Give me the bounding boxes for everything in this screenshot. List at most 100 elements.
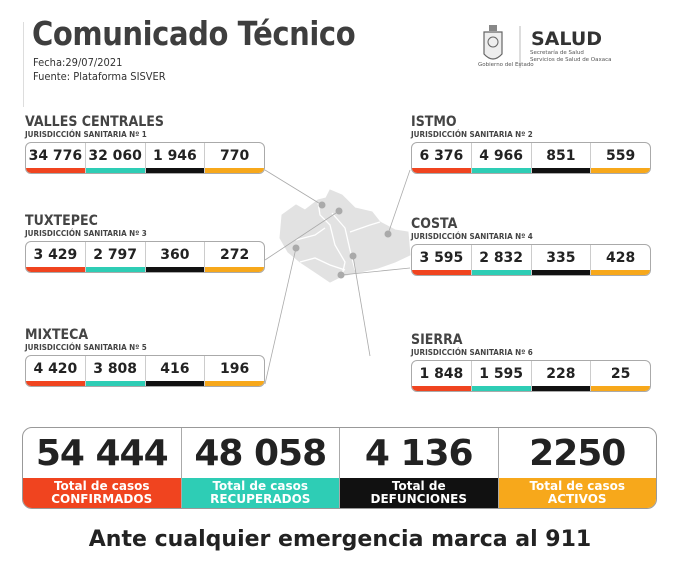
stat-value: 2 797 [93,246,138,263]
date-label: Fecha:29/07/2021 [33,56,123,69]
jurisdiction-label: JURISDICCIÓN SANITARIA Nº 6 [411,348,533,357]
stat-color-bar [26,168,85,173]
region-stats: 1 848 1 595 228 25 [411,360,651,392]
total-label: Total de casos [212,479,309,493]
stat-value: 4 966 [479,147,524,164]
stat-color-bar [591,168,650,173]
stat-cell: 851 [531,143,592,173]
stat-value: 25 [610,365,631,382]
stat-value: 3 595 [419,249,464,266]
stat-cell: 2 797 [85,242,146,272]
stat-value: 416 [160,360,190,377]
region-stats: 34 776 32 060 1 946 770 [25,142,265,174]
region-valles-centrales: VALLES CENTRALES JURISDICCIÓN SANITARIA N… [25,115,265,174]
total-deaths: 4 136 Total de DEFUNCIONES [340,428,499,508]
stat-cell: 6 376 [412,143,472,173]
brand-line-2: Servicios de Salud de Oaxaca [530,57,612,63]
total-label: Total de casos [53,479,150,493]
region-name: TUXTEPEC [25,213,98,229]
divider [23,22,24,107]
region-stats: 4 420 3 808 416 196 [25,355,265,387]
stat-color-bar [145,267,205,272]
region-stats: 3 429 2 797 360 272 [25,241,265,273]
stat-color-bar [531,386,591,391]
total-value: 48 058 [194,432,327,474]
totals-panel: 54 444 Total de casos CONFIRMADOS 48 058 To… [22,427,657,509]
stat-color-bar [85,267,145,272]
stat-color-bar [145,381,205,386]
stat-value: 559 [606,147,636,164]
total-label: DEFUNCIONES [370,492,468,506]
stat-color-bar [591,386,650,391]
total-label: Total de casos [529,479,626,493]
stat-cell: 360 [145,242,206,272]
stat-color-bar [531,168,591,173]
region-costa: COSTA JURISDICCIÓN SANITARIA Nº 4 3 595 2 8… [411,217,651,276]
stat-cell: 272 [205,242,264,272]
stat-value: 428 [606,249,636,266]
region-istmo: ISTMO JURISDICCIÓN SANITARIA Nº 2 6 376 4 9… [411,115,651,174]
stat-cell: 228 [531,361,592,391]
region-mixteca: MIXTECA JURISDICCIÓN SANITARIA Nº 5 4 420 3… [25,328,265,387]
stat-cell: 428 [591,245,650,275]
jurisdiction-label: JURISDICCIÓN SANITARIA Nº 1 [25,130,147,139]
oaxaca-seal-icon [483,25,521,68]
stat-color-bar [145,168,205,173]
stat-color-bar [85,381,145,386]
jurisdiction-label: JURISDICCIÓN SANITARIA Nº 3 [25,229,147,238]
stat-color-bar [85,168,145,173]
source-label: Fuente: Plataforma SISVER [33,70,166,83]
stat-cell: 416 [145,356,206,386]
total-value: 4 136 [364,432,474,474]
stat-cell: 770 [205,143,264,173]
total-label: ACTIVOS [547,492,607,506]
stat-cell: 335 [531,245,592,275]
jurisdiction-label: JURISDICCIÓN SANITARIA Nº 5 [25,343,147,352]
region-name: ISTMO [411,114,457,130]
stat-color-bar [591,270,650,275]
stat-cell: 3 595 [412,245,472,275]
stat-cell: 34 776 [26,143,86,173]
stat-value: 3 808 [93,360,138,377]
total-confirmed: 54 444 Total de casos CONFIRMADOS [23,428,182,508]
stat-cell: 25 [591,361,650,391]
stat-value: 335 [546,249,576,266]
stat-value: 1 848 [419,365,464,382]
stat-color-bar [205,381,264,386]
stat-color-bar [205,267,264,272]
region-name: SIERRA [411,332,463,348]
stat-color-bar [471,386,531,391]
jurisdiction-label: JURISDICCIÓN SANITARIA Nº 2 [411,130,533,139]
stat-value: 272 [220,246,250,263]
stat-color-bar [471,270,531,275]
stat-value: 6 376 [419,147,464,164]
stat-cell: 1 946 [145,143,206,173]
emergency-footer: Ante cualquier emergencia marca al 911 [88,527,592,552]
stat-value: 228 [546,365,576,382]
region-name: MIXTECA [25,327,89,343]
stat-color-bar [531,270,591,275]
region-name: COSTA [411,216,458,232]
total-active: 2250 Total de casos ACTIVOS [498,428,656,508]
stat-value: 1 595 [479,365,524,382]
stat-value: 770 [220,147,250,164]
stat-value: 2 832 [479,249,524,266]
brand-line-1: Secretaría de Salud [530,50,584,56]
jurisdiction-label: JURISDICCIÓN SANITARIA Nº 4 [411,232,533,241]
stat-value: 32 060 [88,147,142,164]
stat-color-bar [412,270,471,275]
stat-cell: 1 595 [471,361,532,391]
stat-value: 360 [160,246,190,263]
region-stats: 6 376 4 966 851 559 [411,142,651,174]
stat-cell: 559 [591,143,650,173]
stat-value: 3 429 [33,246,78,263]
stat-color-bar [205,168,264,173]
total-label: CONFIRMADOS [51,492,153,506]
region-tuxtepec: TUXTEPEC JURISDICCIÓN SANITARIA Nº 3 3 429… [25,214,265,273]
total-label: RECUPERADOS [210,492,311,506]
total-recovered: 48 058 Total de casos RECUPERADOS [181,428,340,508]
stat-cell: 2 832 [471,245,532,275]
total-value: 2250 [529,432,626,474]
stat-color-bar [412,168,471,173]
